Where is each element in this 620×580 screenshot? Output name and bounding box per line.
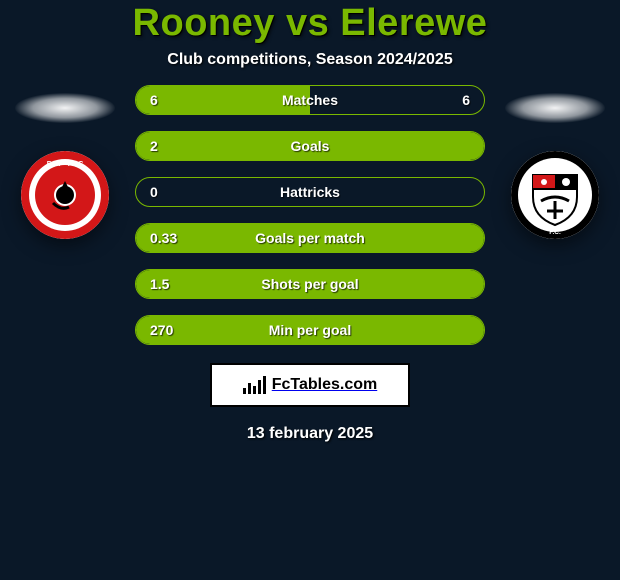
- spotlight-right: [505, 93, 605, 123]
- stat-label: Goals: [136, 132, 484, 160]
- right-team-logo: BROMLEY F.C.: [511, 151, 599, 239]
- spotlight-left: [15, 93, 115, 123]
- branding-link[interactable]: FcTables.com: [210, 363, 410, 407]
- svg-text:F.C.: F.C.: [549, 229, 561, 236]
- right-team-col: BROMLEY F.C.: [505, 85, 605, 239]
- left-team-col: F · T · F · C: [15, 85, 115, 239]
- stat-row-spg: 1.5 Shots per goal: [135, 269, 485, 299]
- comparison-stage: F · T · F · C 6 Matches 6 2 Goals 0 Hatt…: [0, 85, 620, 345]
- stats-column: 6 Matches 6 2 Goals 0 Hattricks 0.33 Goa…: [135, 85, 485, 345]
- stat-row-gpm: 0.33 Goals per match: [135, 223, 485, 253]
- stat-right-value: 6: [462, 86, 470, 114]
- svg-text:F · T · F · C: F · T · F · C: [47, 161, 84, 168]
- branding-text: FcTables.com: [272, 376, 378, 394]
- bromley-logo-icon: BROMLEY F.C.: [511, 151, 599, 239]
- stat-row-goals: 2 Goals: [135, 131, 485, 161]
- stat-label: Goals per match: [136, 224, 484, 252]
- left-team-logo: F · T · F · C: [21, 151, 109, 239]
- fleetwood-logo-icon: F · T · F · C: [21, 151, 109, 239]
- chart-icon: [243, 376, 266, 394]
- stat-label: Matches: [136, 86, 484, 114]
- stat-label: Shots per goal: [136, 270, 484, 298]
- stat-label: Hattricks: [136, 178, 484, 206]
- svg-text:BROMLEY: BROMLEY: [539, 161, 572, 168]
- page-title: Rooney vs Elerewe: [133, 2, 488, 45]
- stat-row-hattricks: 0 Hattricks: [135, 177, 485, 207]
- stat-label: Min per goal: [136, 316, 484, 344]
- stat-row-matches: 6 Matches 6: [135, 85, 485, 115]
- stat-row-mpg: 270 Min per goal: [135, 315, 485, 345]
- subtitle: Club competitions, Season 2024/2025: [167, 51, 452, 69]
- date-label: 13 february 2025: [247, 425, 373, 443]
